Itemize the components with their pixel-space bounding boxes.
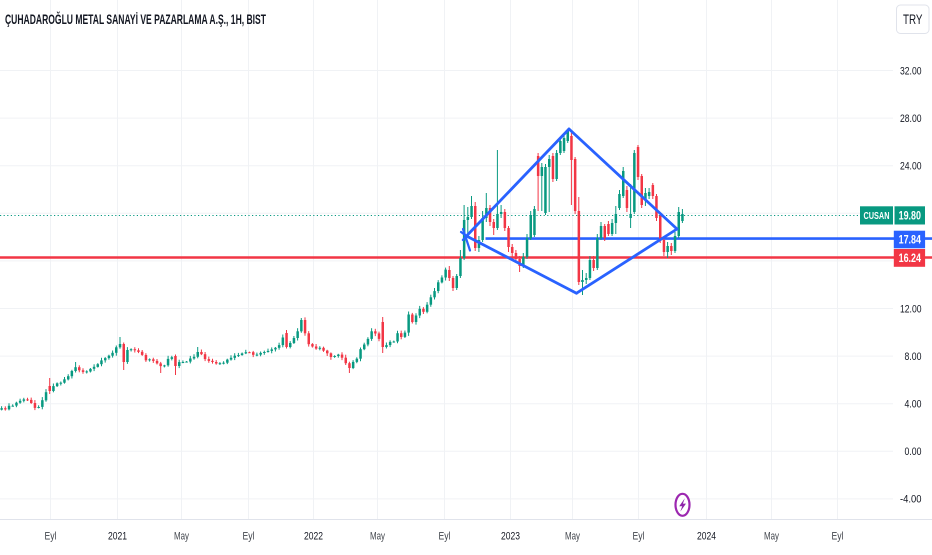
svg-text:32.00: 32.00 bbox=[900, 65, 922, 77]
svg-text:28.00: 28.00 bbox=[900, 113, 922, 125]
svg-text:-4.00: -4.00 bbox=[900, 494, 922, 506]
svg-text:Eyl: Eyl bbox=[439, 531, 451, 543]
svg-text:16.24: 16.24 bbox=[899, 253, 922, 265]
svg-text:May: May bbox=[174, 531, 189, 543]
svg-text:ÇUHADAROĞLU METAL SANAYİ VE PA: ÇUHADAROĞLU METAL SANAYİ VE PAZARLAMA A.… bbox=[5, 10, 266, 27]
svg-text:4.00: 4.00 bbox=[905, 399, 922, 411]
svg-text:Eyl: Eyl bbox=[243, 531, 255, 543]
svg-text:Eyl: Eyl bbox=[45, 531, 57, 543]
svg-text:12.00: 12.00 bbox=[900, 303, 922, 315]
svg-text:May: May bbox=[370, 531, 385, 543]
svg-text:Eyl: Eyl bbox=[633, 531, 645, 543]
svg-text:May: May bbox=[565, 531, 580, 543]
svg-text:2022: 2022 bbox=[304, 531, 323, 543]
svg-text:0.00: 0.00 bbox=[905, 446, 922, 458]
svg-text:19.80: 19.80 bbox=[899, 211, 921, 223]
svg-text:2021: 2021 bbox=[108, 531, 127, 543]
svg-text:17.84: 17.84 bbox=[899, 235, 922, 247]
svg-text:2024: 2024 bbox=[697, 531, 716, 543]
svg-text:8.00: 8.00 bbox=[905, 351, 922, 363]
svg-text:CUSAN: CUSAN bbox=[864, 210, 890, 222]
svg-text:2023: 2023 bbox=[501, 531, 520, 543]
svg-text:Eyl: Eyl bbox=[832, 531, 844, 543]
svg-text:24.00: 24.00 bbox=[900, 161, 922, 173]
svg-text:May: May bbox=[764, 531, 779, 543]
svg-text:TRY: TRY bbox=[903, 12, 923, 27]
